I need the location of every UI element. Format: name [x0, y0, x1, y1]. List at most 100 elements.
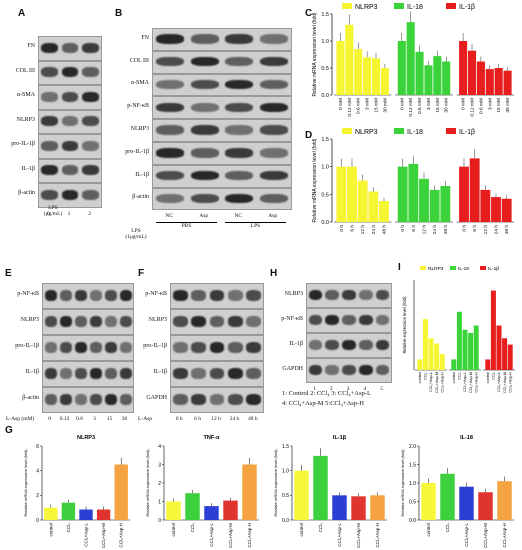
x-tick-label: 0.6 mM [356, 98, 362, 114]
panel-d-label: D [305, 130, 313, 141]
x-tick-label: 0.12 mM [347, 98, 353, 117]
x-tick-label: CCl₄+Asp-H [119, 523, 124, 547]
x-tick-label: control [48, 523, 53, 537]
x-tick-label: 0 h [400, 225, 406, 232]
blot-band [41, 165, 58, 176]
legend-swatch [480, 266, 486, 270]
blot-band [59, 316, 72, 327]
bar [379, 200, 389, 222]
chart-title: TNF-α [204, 435, 221, 441]
lane-label: 4 [363, 386, 367, 392]
blot-band [104, 368, 117, 379]
a-blot-strip [38, 109, 102, 134]
blot-band [59, 290, 72, 301]
blot-band [74, 368, 87, 379]
blot-band [44, 342, 57, 353]
lane-label: 15 [106, 416, 113, 422]
bar [434, 343, 440, 370]
a-row-label: NLRP3 [16, 116, 35, 123]
blot-band [228, 342, 243, 353]
blot-band [246, 368, 262, 379]
legend-label: IL-18 [458, 266, 469, 272]
blot-band [119, 368, 132, 379]
blot-band [228, 316, 243, 327]
x-tick-label: CCl₄ [190, 523, 195, 532]
h-row-label: IL-1β [289, 340, 303, 347]
x-tick-label: CCl₄+Asp-M [356, 523, 361, 548]
legend-label: NLRP3 [355, 129, 378, 136]
blot-band [342, 289, 356, 301]
x-tick-label: CCl₄+Asp-M [483, 523, 488, 548]
x-tick-label: CCl₄+Asp-L [463, 372, 467, 392]
bar [507, 344, 513, 370]
lane-label: 3 [93, 416, 96, 422]
x-tick-label: CCl₄+Asp-L [209, 523, 214, 547]
blot-band [191, 342, 206, 353]
y-axis-label: Relative mRNA expression level (fold) [23, 449, 28, 517]
panel-h-legend-2: 4: CCl₄+Asp-M 5:CCl₄+Asp-H [282, 400, 364, 407]
legend-swatch [394, 128, 404, 134]
blot-band [82, 67, 99, 78]
y-tick-label: 1.0 [321, 39, 329, 45]
y-tick-label: 4 [36, 468, 39, 474]
panel-g-nlrp3-chart: NLRP3 0 2 4 6 Relative mRNA expression level … [23, 435, 130, 548]
blot-band [225, 56, 254, 67]
blot-band [375, 339, 390, 351]
blot-band [119, 316, 132, 327]
blot-band [74, 316, 87, 327]
x-tick-label: CCl₄+Asp-H [440, 372, 444, 393]
a-blot-strip [38, 134, 102, 159]
panel-g-label: G [5, 425, 13, 436]
bar [496, 325, 502, 370]
lane-label: 12 h [211, 416, 221, 422]
bar [166, 501, 181, 520]
blot-band [228, 290, 243, 301]
x-tick-label: CCl₄+Asp-M [503, 372, 507, 393]
blot-band [191, 394, 206, 405]
f-blot-strip [170, 335, 264, 361]
blot-band [74, 290, 87, 301]
lane-label: 48 h [247, 416, 258, 422]
legend-label: NLRP3 [428, 266, 444, 272]
blot-band [61, 91, 79, 102]
x-tick-label: CCl₄ [318, 523, 323, 532]
x-tick-label: 0 mM [461, 98, 467, 110]
bar [332, 495, 347, 520]
blot-band [190, 170, 219, 181]
blot-band [375, 314, 390, 326]
blot-band [259, 34, 288, 44]
y-tick-label: 0.0 [321, 220, 329, 226]
blot-band [44, 316, 57, 327]
lane-label: 24 h [229, 416, 240, 422]
legend-swatch [450, 266, 456, 270]
bar [397, 166, 408, 222]
b-row-label: COL III [129, 57, 149, 64]
y-tick-label: 0.5 [409, 499, 416, 505]
blot-band [225, 193, 254, 204]
bar [459, 41, 468, 95]
bar [490, 290, 496, 370]
blot-band [259, 102, 288, 112]
a-row-label: α-SMA [16, 92, 35, 99]
x-tick-label: 6 h [350, 225, 356, 232]
blot-band [61, 165, 79, 176]
blot-band [156, 148, 185, 158]
blot-band [104, 342, 117, 353]
bar [79, 509, 93, 520]
panel-g-tnf-chart: TNF-α 0 1 2 3 4 Relative mRNA expression level… [145, 435, 259, 548]
y-tick-label: 0.0 [282, 518, 289, 524]
x-tick-label: control [299, 523, 304, 537]
f-row-label: NLRP3 [148, 316, 167, 323]
x-tick-label: 15 mM [435, 98, 441, 113]
x-tick-label: 12 h [360, 225, 366, 235]
y-tick-label: 0.5 [321, 192, 329, 198]
blot-band [61, 116, 79, 127]
lane-label: 0.6 [76, 416, 83, 422]
x-tick-label: 30 mM [382, 98, 388, 113]
blot-band [89, 394, 102, 405]
lane-label: 6 h [194, 416, 202, 422]
x-tick-label: 6 h [472, 225, 478, 232]
chart-title: NLRP3 [77, 435, 95, 441]
y-tick-label: 1 [158, 499, 161, 505]
